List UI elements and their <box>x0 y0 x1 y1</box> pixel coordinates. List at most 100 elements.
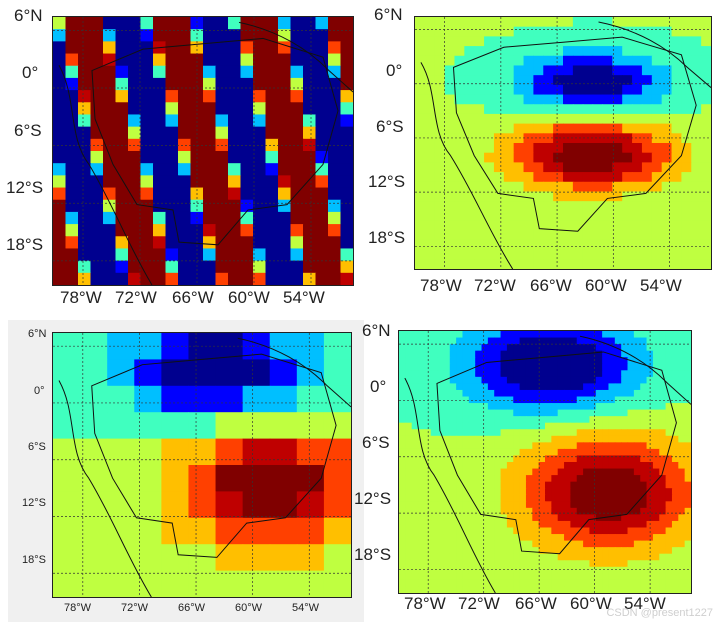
grid-cell <box>411 370 419 378</box>
grid-cell <box>622 210 633 222</box>
grid-cell <box>671 547 679 555</box>
grid-cell <box>462 357 470 365</box>
grid-cell <box>701 113 711 125</box>
grid-cell <box>399 507 406 515</box>
watermark: CSDN @present1227 <box>606 607 713 619</box>
grid-cell <box>633 409 641 417</box>
grid-cell <box>405 527 413 535</box>
grid-cell <box>589 507 597 515</box>
grid-cell <box>671 429 679 437</box>
grid-cell <box>481 520 489 529</box>
grid-cell <box>671 191 682 202</box>
grid-cell <box>513 573 521 581</box>
grid-cell <box>519 566 527 574</box>
grid-cell <box>415 133 426 144</box>
grid-cell <box>557 586 565 593</box>
grid-cell <box>652 534 660 542</box>
grid-cell <box>418 520 425 529</box>
grid-cell <box>405 370 413 378</box>
grid-cell <box>506 429 514 437</box>
lon-tick: 60°W <box>570 594 612 613</box>
grid-cell <box>583 520 591 529</box>
grid-cell <box>340 41 353 55</box>
grid-cell <box>659 416 667 424</box>
grid-cell <box>203 17 217 30</box>
grid-cell <box>513 230 525 241</box>
grid-cell <box>430 422 438 430</box>
grid-cell <box>671 573 679 581</box>
grid-cell <box>188 359 217 387</box>
grid-cell <box>671 230 682 241</box>
grid-cell <box>543 113 554 125</box>
grid-cell <box>437 462 445 470</box>
grid-cell <box>474 113 485 125</box>
grid-cell <box>678 455 686 463</box>
grid-cell <box>627 501 635 509</box>
grid-cell <box>481 396 489 404</box>
grid-cell <box>315 114 329 128</box>
grid-cell <box>449 540 457 548</box>
grid-cell <box>661 259 673 269</box>
grid-cell <box>340 29 353 42</box>
grid-cell <box>484 143 495 154</box>
grid-cell <box>661 113 673 125</box>
grid-cell <box>418 579 425 588</box>
grid-cell <box>454 249 465 260</box>
grid-cell <box>500 396 508 404</box>
grid-cell <box>659 350 667 358</box>
grid-cell <box>701 201 711 212</box>
grid-cell <box>424 494 432 502</box>
grid-cell <box>494 527 502 535</box>
grid-cell <box>684 527 691 535</box>
grid-cell <box>178 114 192 128</box>
grid-cell <box>632 249 643 260</box>
grid-cell <box>602 540 610 548</box>
grid-cell <box>602 488 610 496</box>
grid-cell <box>240 126 254 140</box>
grid-cell <box>608 547 616 555</box>
grid-cell <box>602 181 613 193</box>
grid-cell <box>612 181 623 193</box>
grid-cell <box>678 462 686 470</box>
grid-cell <box>475 389 483 398</box>
grid-cell <box>602 455 610 463</box>
grid-cell <box>621 547 629 555</box>
grid-cell <box>481 370 489 378</box>
grid-cell <box>532 547 540 555</box>
grid-cell <box>405 540 413 548</box>
grid-cell <box>303 199 317 213</box>
grid-cell <box>570 344 578 352</box>
grid-cell <box>525 357 533 365</box>
grid-cell <box>671 344 679 352</box>
grid-cell <box>602 113 613 125</box>
grid-cell <box>652 409 660 417</box>
grid-cell <box>612 133 623 144</box>
grid-cell <box>475 455 483 463</box>
grid-cell <box>506 468 514 476</box>
grid-cell <box>665 475 673 483</box>
grid-cell <box>411 389 419 398</box>
grid-cell <box>551 422 559 430</box>
grid-cell <box>633 416 641 424</box>
grid-cell <box>671 363 679 371</box>
grid-cell <box>424 94 436 105</box>
grid-cell <box>589 501 597 509</box>
grid-cell <box>405 475 413 483</box>
grid-cell <box>487 501 495 509</box>
grid-cell <box>557 534 565 542</box>
grid-cell <box>614 383 622 391</box>
grid-cell <box>278 236 292 250</box>
grid-cell <box>621 403 629 411</box>
grid-cell <box>665 344 673 352</box>
grid-cell <box>523 123 534 134</box>
grid-cell <box>621 514 629 522</box>
grid-cell <box>678 507 686 515</box>
grid-cell <box>103 151 117 164</box>
grid-cell <box>533 55 544 67</box>
grid-cell <box>494 389 502 398</box>
grid-cell <box>424 331 432 339</box>
grid-cell <box>415 104 426 115</box>
grid-cell <box>107 412 135 440</box>
grid-cell <box>215 544 244 572</box>
grid-cell <box>582 249 594 260</box>
